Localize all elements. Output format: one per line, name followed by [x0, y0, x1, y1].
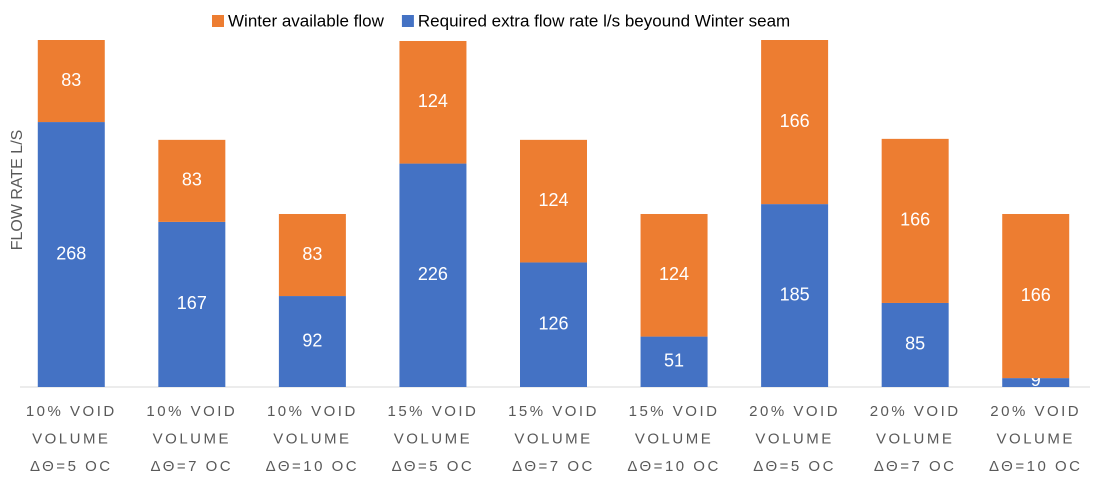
bar-segment [399, 163, 467, 387]
x-tick-label: VOLUME [997, 430, 1075, 447]
data-label: 166 [900, 210, 930, 230]
x-tick-label: VOLUME [876, 430, 954, 447]
x-tick-label: VOLUME [514, 430, 592, 447]
x-tick-label: ΔΘ=7 OC [151, 458, 234, 475]
x-tick-label: ΔΘ=5 OC [30, 458, 113, 475]
bar-segment [520, 262, 587, 387]
x-tick-label: VOLUME [273, 430, 351, 447]
x-tick-label: 15% VOID [388, 403, 479, 420]
legend-label: Required extra flow rate l/s beyound Win… [418, 11, 790, 30]
x-tick-label: ΔΘ=5 OC [392, 458, 475, 475]
bar-segment [881, 302, 949, 387]
x-tick-label: 20% VOID [749, 403, 840, 420]
x-tick-label: 10% VOID [267, 403, 358, 420]
x-tick-label: 10% VOID [146, 403, 237, 420]
data-label: 166 [780, 111, 810, 131]
data-label: 124 [418, 91, 448, 111]
x-tick-label: ΔΘ=10 OC [627, 458, 720, 475]
x-tick-label: 10% VOID [26, 403, 117, 420]
bar-segment [640, 336, 708, 387]
data-label: 167 [177, 293, 207, 313]
bar-segment [761, 40, 829, 205]
bar-segment [37, 40, 105, 123]
bar-segment [761, 204, 829, 387]
x-tick-label: VOLUME [394, 430, 472, 447]
data-label: 268 [56, 243, 86, 263]
data-label: 9 [1031, 370, 1041, 390]
data-label: 226 [418, 264, 448, 284]
x-tick-label: 15% VOID [629, 403, 720, 420]
bar-segment [37, 122, 105, 387]
x-tick-label: ΔΘ=10 OC [266, 458, 359, 475]
x-tick-label: ΔΘ=7 OC [512, 458, 595, 475]
x-tick-label: VOLUME [755, 430, 833, 447]
x-tick-label: ΔΘ=7 OC [874, 458, 957, 475]
x-tick-label: VOLUME [32, 430, 110, 447]
data-label: 85 [905, 334, 925, 354]
data-label: 51 [664, 351, 684, 371]
bar-segment [1002, 378, 1070, 387]
data-label: 124 [538, 190, 568, 210]
bar-segment [881, 138, 949, 303]
data-label: 83 [182, 170, 202, 190]
bar-segment [278, 213, 346, 297]
y-axis-title: FLOW RATE L/S [9, 130, 26, 251]
data-label: 83 [61, 70, 81, 90]
x-tick-label: VOLUME [635, 430, 713, 447]
bar-segment [158, 139, 226, 222]
data-label: 92 [302, 330, 322, 350]
bar-segment [158, 221, 226, 387]
x-tick-label: ΔΘ=10 OC [989, 458, 1082, 475]
data-label: 83 [302, 244, 322, 264]
x-tick-label: ΔΘ=5 OC [753, 458, 836, 475]
bar-segment [640, 213, 708, 337]
legend-swatch [212, 15, 224, 27]
bar-segment [278, 296, 346, 387]
data-label: 126 [538, 313, 568, 333]
bar-segment [1002, 213, 1070, 379]
bar-segment [520, 139, 587, 263]
x-tick-label: 20% VOID [990, 403, 1081, 420]
data-label: 124 [659, 264, 689, 284]
x-tick-label: VOLUME [153, 430, 231, 447]
legend-swatch [401, 15, 414, 27]
x-tick-label: 20% VOID [870, 403, 961, 420]
data-label: 166 [1021, 285, 1051, 305]
bar-segment [399, 40, 467, 164]
x-tick-label: 15% VOID [508, 403, 599, 420]
legend-label: Winter available flow [228, 11, 385, 30]
data-label: 185 [780, 284, 810, 304]
